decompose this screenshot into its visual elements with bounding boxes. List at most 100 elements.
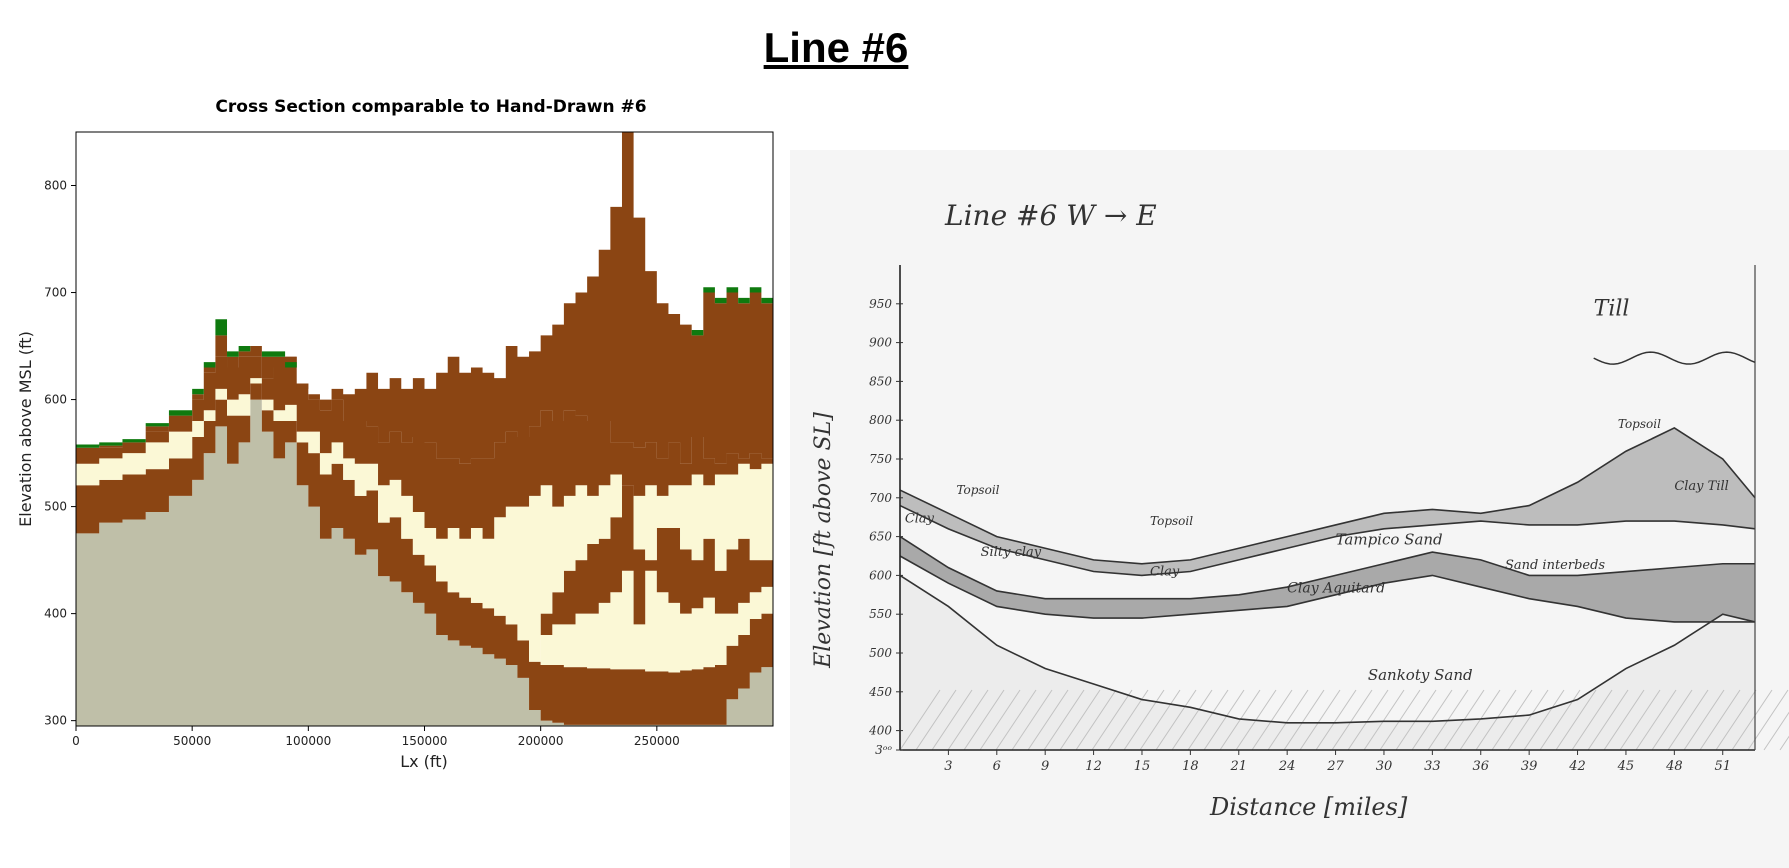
hatch-line: [963, 689, 1005, 751]
right-y-tick-label-2: 450: [868, 685, 892, 699]
right-x-tick-label-12: 39: [1521, 759, 1538, 774]
layer-band-6: [76, 356, 773, 539]
contact-line-0: [899, 427, 1756, 565]
left-y-axis-label: Elevation above MSL (ft): [16, 331, 35, 527]
layer-band-3: [76, 383, 773, 662]
hatch-line: [979, 689, 1021, 751]
hatch-line: [1539, 689, 1581, 751]
hatch-line: [1699, 689, 1741, 751]
hand-drawn-section-panel: Line #6 W → E 3 6 9 12 15 18 21 24 27 30 33 36 39 42 4…: [790, 150, 1789, 868]
contact-line-1: [899, 504, 1756, 577]
right-x-tick-label-14: 45: [1617, 759, 1635, 774]
right-x-axis-label: Distance [miles]: [1209, 793, 1408, 821]
hatch-line: [1459, 689, 1501, 751]
left-y-ticks: 300 400 500 600 700 800: [44, 179, 76, 728]
x-tick-label-5: 250000: [634, 734, 680, 748]
hatch-line: [931, 689, 973, 751]
hatch-line: [1363, 689, 1405, 751]
annotation-7: Tampico Sand: [1336, 530, 1443, 548]
right-annotations: Till Topsoil Topsoil Topsoil Clay Silty clay C…: [905, 296, 1756, 684]
hatch-line: [1395, 689, 1437, 751]
hatch-line: [1587, 689, 1629, 751]
hatch-line: [1267, 689, 1309, 751]
hatch-line: [1027, 689, 1069, 751]
hatch-line: [1651, 689, 1693, 751]
layer-band-8: [76, 132, 773, 464]
hatch-line: [1411, 689, 1453, 751]
contact-line-3: [899, 555, 1755, 623]
hatch-line: [1299, 689, 1341, 751]
x-tick-label-0: 0: [72, 734, 80, 748]
right-y-tick-label-5: 600: [869, 568, 892, 582]
annotation-8: Clay Aquitard: [1287, 580, 1385, 596]
right-x-tick-label-2: 9: [1041, 759, 1049, 774]
x-tick-label-4: 200000: [518, 734, 564, 748]
right-x-tick-label-13: 42: [1568, 759, 1586, 774]
x-tick-label-2: 100000: [285, 734, 331, 748]
hatch-line: [1507, 689, 1549, 751]
right-x-tick-label-5: 18: [1182, 759, 1199, 774]
x-tick-label-1: 50000: [173, 734, 211, 748]
layer-band-0: [76, 399, 773, 726]
right-y-tick-label-12: 950: [869, 297, 892, 311]
hatch-line: [1171, 689, 1213, 751]
hatch-line: [1187, 689, 1229, 751]
layer-band-2: [76, 383, 773, 673]
right-chart-title: Line #6 W → E: [944, 199, 1157, 232]
hatch-line: [1139, 689, 1181, 751]
hatch-line: [1075, 689, 1117, 751]
annotation-6: Clay: [1150, 564, 1180, 579]
hatch-line: [1523, 689, 1565, 751]
right-x-tick-label-9: 30: [1376, 759, 1393, 774]
right-y-tick-label-10: 850: [869, 374, 892, 388]
hatch-line: [1683, 689, 1725, 751]
page-title: Line #6: [763, 24, 909, 71]
right-y-tick-label-0: 3ᵒᵒ: [875, 743, 892, 757]
hatch-line: [1059, 689, 1101, 751]
layer-band-1: [76, 383, 773, 725]
hatch-line: [1667, 689, 1709, 751]
right-y-ticks: 3ᵒᵒ 400 450 500 550 600 650 700 750 800 850 900 950: [868, 297, 903, 757]
right-x-tick-label-15: 48: [1665, 759, 1683, 774]
hatch-line: [1779, 735, 1789, 751]
bedrock-hatch-area: [900, 575, 1755, 750]
annotation-2: Topsoil: [956, 483, 999, 497]
right-x-tick-label-3: 12: [1085, 759, 1102, 774]
hatch-line: [947, 689, 989, 751]
right-x-tick-label-0: 3: [944, 759, 952, 774]
hatch-line: [1603, 689, 1645, 751]
annotation-10: Clay Till: [1674, 479, 1728, 494]
hatch-line: [1155, 689, 1197, 751]
right-y-tick-label-8: 750: [869, 452, 892, 466]
left-cross-section-chart: Cross Section comparable to Hand-Drawn #…: [16, 97, 774, 771]
hatch-line: [1203, 689, 1245, 751]
hatch-line: [1571, 689, 1613, 751]
right-y-tick-label-4: 550: [869, 607, 892, 621]
left-x-ticks: 0 50000 100000 150000 200000 250000: [72, 726, 680, 748]
topsoil-till-band: [900, 427, 1755, 576]
right-x-tick-label-1: 6: [993, 759, 1001, 774]
right-y-tick-label-6: 650: [869, 530, 892, 544]
left-plot-area: [76, 132, 773, 726]
right-x-tick-label-11: 36: [1472, 759, 1489, 774]
hatch-line: [1715, 689, 1757, 751]
right-y-tick-label-1: 400: [868, 724, 892, 738]
annotation-3: Topsoil: [1150, 514, 1193, 528]
hand-drawn-cross-section-chart: Line #6 W → E 3 6 9 12 15 18 21 24 27 30 33 36 39 42 4…: [811, 199, 1789, 821]
right-x-tick-label-8: 27: [1326, 759, 1344, 774]
hatch-line: [1251, 689, 1293, 751]
x-tick-label-3: 150000: [402, 734, 448, 748]
hatch-line: [1475, 689, 1517, 751]
right-x-ticks: 3 6 9 12 15 18 21 24 27 30 33 36 39 42 45 48 51: [944, 750, 1731, 774]
hatch-line: [1315, 689, 1357, 751]
hatch-line: [899, 689, 941, 751]
hatch-line: [1011, 689, 1053, 751]
hatch-line: [1283, 689, 1325, 751]
annotation-0: Till: [1594, 296, 1630, 321]
hatch-line: [995, 689, 1037, 751]
right-x-tick-label-10: 33: [1424, 759, 1441, 774]
hatch-line: [1347, 689, 1389, 751]
y-tick-label-0: 300: [44, 714, 67, 728]
y-tick-label-4: 700: [44, 286, 67, 300]
annotation-4: Clay: [905, 512, 935, 527]
